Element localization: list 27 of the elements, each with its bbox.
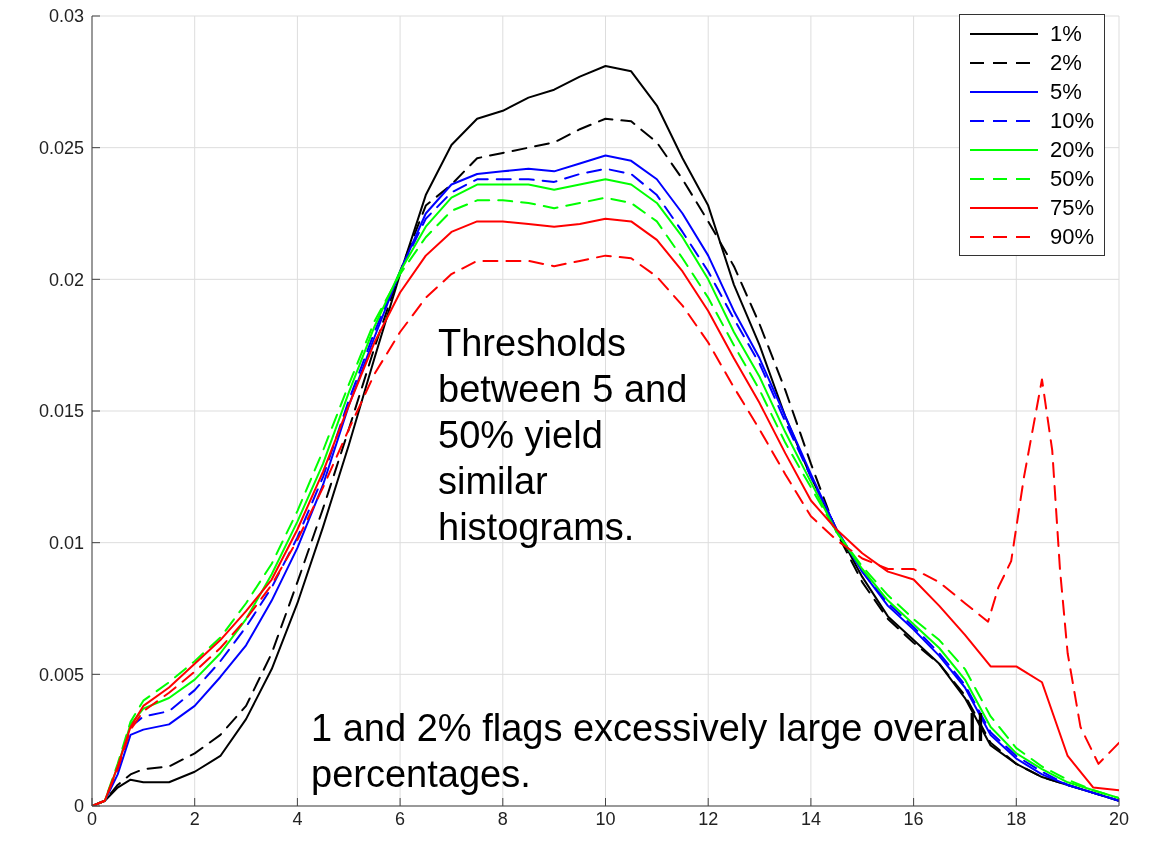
- legend-label: 10%: [1049, 107, 1094, 134]
- legend-label: 75%: [1049, 194, 1094, 221]
- x-tick-label: 12: [698, 808, 719, 829]
- legend-label: 90%: [1049, 223, 1094, 250]
- annotation: 1 and 2% flags excessively large overall percentages.: [311, 706, 986, 797]
- legend-label: 1%: [1049, 20, 1082, 47]
- legend-label: 20%: [1049, 136, 1094, 163]
- x-tick-label: 20: [1108, 808, 1130, 829]
- y-tick-label: 0.025: [38, 138, 84, 159]
- x-tick-label: 0: [86, 808, 98, 829]
- x-tick-label: 2: [189, 808, 200, 829]
- legend-label: 50%: [1049, 165, 1094, 192]
- y-tick-label: 0.015: [38, 401, 84, 422]
- legend-label: 5%: [1049, 78, 1082, 105]
- x-tick-label: 8: [497, 808, 508, 829]
- x-tick-label: 10: [595, 808, 616, 829]
- legend-label: 2%: [1049, 49, 1082, 76]
- x-tick-label: 6: [395, 808, 406, 829]
- x-tick-label: 16: [903, 808, 924, 829]
- annotation: Thresholds between 5 and 50% yield similar histograms.: [438, 321, 688, 550]
- x-tick-label: 14: [800, 808, 821, 829]
- y-tick-label: 0.01: [48, 533, 84, 554]
- y-tick-label: 0.005: [38, 664, 84, 685]
- x-tick-label: 18: [1006, 808, 1027, 829]
- y-tick-label: 0.02: [48, 269, 84, 290]
- y-tick-label: 0.03: [48, 6, 84, 27]
- x-tick-label: 4: [292, 808, 303, 829]
